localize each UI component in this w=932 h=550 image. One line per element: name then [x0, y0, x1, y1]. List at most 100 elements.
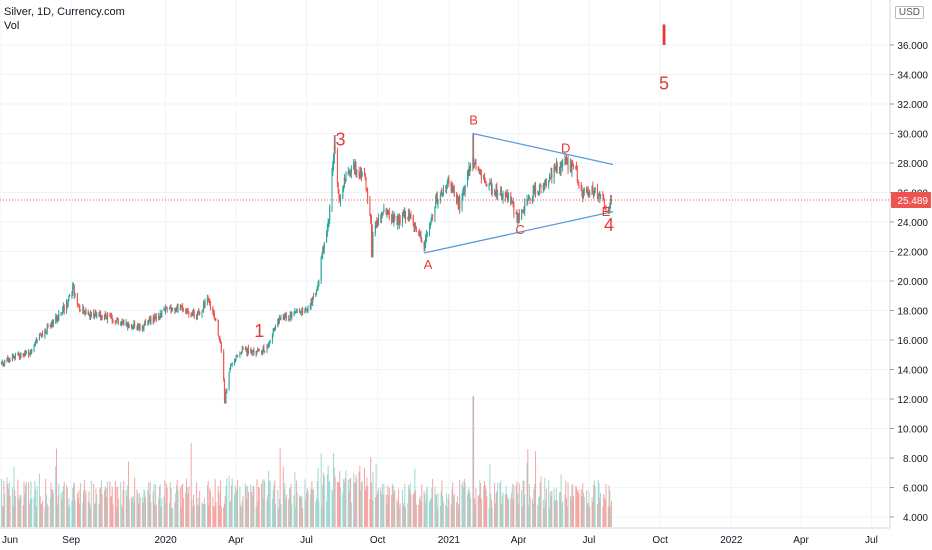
volume-bar: [450, 504, 452, 527]
volume-bar: [126, 496, 128, 527]
candle-body: [582, 195, 584, 198]
candle-body: [302, 308, 304, 314]
candle-body: [599, 193, 601, 198]
volume-bar: [515, 485, 517, 527]
candle-body: [555, 163, 557, 168]
candle-body: [84, 310, 86, 314]
volume-label[interactable]: Vol: [4, 20, 20, 32]
candle-body: [551, 173, 553, 179]
volume-bar: [234, 485, 236, 527]
volume-bar: [587, 502, 589, 527]
candle-body: [386, 210, 388, 214]
volume-bar: [209, 488, 211, 527]
candle-body: [182, 307, 184, 309]
candle-body: [8, 358, 10, 362]
x-tick-label: Sep: [62, 535, 80, 546]
candle-body: [19, 356, 21, 358]
candle-body: [93, 315, 95, 317]
volume-bar: [532, 503, 534, 527]
candle-body: [123, 321, 125, 325]
candle-body: [164, 308, 166, 311]
volume-bar: [415, 490, 417, 527]
volume-bar: [609, 490, 611, 527]
volume-bar: [46, 503, 48, 527]
candle-body: [30, 351, 32, 353]
volume-bar: [469, 492, 471, 527]
volume-bar: [484, 485, 486, 527]
candle-body: [137, 324, 139, 329]
candle-body: [168, 308, 170, 310]
candle-body: [598, 193, 600, 196]
candle-body: [284, 315, 286, 318]
volume-bar: [306, 488, 308, 527]
volume-bar: [371, 500, 373, 527]
candle-body: [236, 355, 238, 357]
candle-body: [235, 356, 237, 361]
volume-bar: [190, 443, 192, 527]
candle-body: [500, 189, 502, 199]
volume-bar: [398, 507, 400, 527]
volume-bar: [288, 488, 290, 527]
candle-body: [349, 171, 351, 174]
volume-bar: [328, 481, 330, 527]
volume-bar: [524, 494, 526, 527]
currency-unit-button[interactable]: USD: [894, 6, 924, 19]
candle-body: [57, 315, 59, 320]
candle-body: [583, 191, 585, 198]
candle-body: [374, 225, 376, 234]
volume-bar: [17, 479, 19, 527]
volume-bar: [588, 491, 590, 527]
volume-bar: [251, 491, 253, 527]
candle-body: [223, 352, 225, 379]
volume-bar: [40, 503, 42, 527]
y-tick-label: 28.000: [897, 159, 928, 170]
symbol-title[interactable]: Silver, 1D, Currency.com: [4, 6, 125, 18]
candle-body: [109, 313, 111, 316]
volume-bar: [322, 484, 324, 527]
candle-body: [159, 313, 161, 318]
candle-body: [126, 322, 128, 328]
candle-body: [548, 181, 550, 185]
volume-bar: [528, 505, 530, 527]
volume-bar: [488, 508, 490, 527]
volume-bar: [51, 489, 53, 527]
volume-bar: [68, 498, 70, 527]
candle-body: [442, 186, 444, 195]
candle-body: [245, 348, 247, 351]
volume-bar: [586, 504, 588, 527]
candle-body: [1, 362, 3, 364]
volume-bar: [464, 482, 466, 527]
volume-bar: [419, 495, 421, 527]
candle-body: [252, 349, 254, 351]
volume-bar: [347, 479, 349, 527]
volume-bar: [495, 493, 497, 527]
volume-bar: [447, 498, 449, 527]
volume-bar: [311, 481, 313, 527]
volume-bar: [35, 488, 37, 527]
candle-body: [311, 299, 313, 304]
volume-bar: [128, 499, 130, 527]
candle-body: [296, 311, 298, 313]
candle-body: [131, 325, 133, 328]
volume-bar: [61, 498, 63, 527]
candle-body: [25, 351, 27, 353]
volume-bar: [581, 496, 583, 527]
volume-bar: [567, 482, 569, 527]
candle-body: [240, 352, 242, 354]
candle-body: [7, 357, 9, 359]
wave-label: D: [561, 141, 570, 156]
candle-body: [533, 190, 535, 192]
volume-bar: [566, 498, 568, 527]
candle-body: [429, 224, 431, 233]
volume-bar: [116, 507, 118, 527]
wave-label: 1: [254, 321, 264, 341]
volume-bar: [82, 502, 84, 527]
candle-body: [11, 355, 13, 361]
volume-bar: [268, 480, 270, 527]
volume-bar: [418, 498, 420, 527]
candle-body: [538, 186, 540, 193]
volume-bar: [463, 478, 465, 527]
candle-body: [144, 322, 146, 326]
candle-body: [472, 157, 474, 168]
